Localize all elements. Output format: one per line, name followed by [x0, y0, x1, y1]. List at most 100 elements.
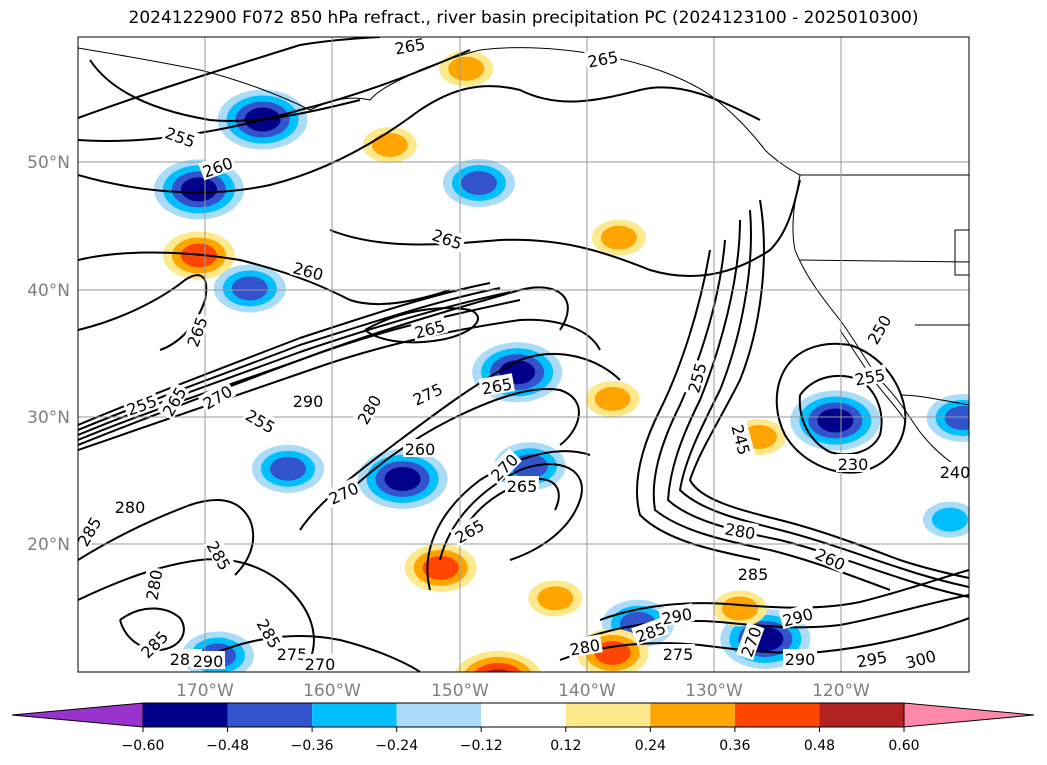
- longitude-label: 160°W: [303, 681, 361, 701]
- contour-label-bg: [78, 511, 105, 551]
- coastline-alaska-gulf: [479, 47, 801, 176]
- anomaly-shade: [944, 406, 969, 430]
- contour-line: [775, 342, 907, 474]
- anomaly-shade: [384, 466, 421, 491]
- contour-line: [426, 450, 591, 591]
- border-state: [954, 229, 969, 276]
- contour-line: [652, 239, 891, 591]
- contour-label-bg: [191, 651, 225, 669]
- longitude-label: 130°W: [685, 681, 743, 701]
- contour-label-bg: [113, 497, 147, 515]
- border-us-mexico: [899, 394, 969, 406]
- colorbar-swatch: [227, 703, 313, 727]
- contour-label-bg: [407, 377, 447, 409]
- contour-label-bg: [323, 476, 363, 508]
- contour-line: [78, 251, 451, 306]
- contour-label: 260: [405, 440, 436, 459]
- anomaly-shade: [474, 662, 522, 672]
- colorbar-swatch: [481, 703, 566, 727]
- colorbar: −0.60 −0.48 −0.36 −0.24 −0.12 0.12 0.24 0.36 0.4…: [11, 702, 1035, 754]
- contour-line: [78, 499, 255, 576]
- contour-label-group: 265: [156, 381, 190, 421]
- latitude-labels: 50°N 40°N 30°N 20°N: [27, 153, 70, 555]
- colorbar-tick-label: −0.36: [291, 738, 334, 754]
- anomaly-shade: [270, 456, 307, 481]
- contour-line: [78, 85, 761, 194]
- contour-label-bg: [135, 625, 172, 662]
- contour-label-bg: [253, 613, 287, 653]
- colorbar-tick-label: 0.12: [550, 738, 581, 754]
- contour-label-bg: [836, 454, 870, 472]
- colorbar-swatch: [565, 703, 651, 727]
- anomaly-shade: [422, 555, 459, 580]
- anomaly-patch: [712, 590, 767, 627]
- contour-line: [78, 299, 521, 441]
- anomaly-patch: [213, 264, 286, 313]
- map-frame: [77, 36, 970, 673]
- contour-label-bg: [197, 379, 237, 413]
- contour-label-bg: [722, 518, 759, 542]
- contour-label: 230: [838, 455, 869, 474]
- contour-label-bg: [851, 364, 888, 388]
- anomaly-patch: [252, 444, 325, 493]
- contour-label-group: 230: [836, 454, 870, 474]
- contour-label-bg: [728, 420, 756, 459]
- latitude-label: 40°N: [27, 281, 70, 301]
- contour-label-bg: [391, 37, 428, 57]
- anomaly-patch: [404, 543, 477, 592]
- figure-title: 2024122900 F072 850 hPa refract., river …: [128, 8, 919, 28]
- contour-line: [119, 607, 185, 651]
- colorbar-tick-label: −0.48: [206, 738, 249, 754]
- colorbar-tick-label: 0.36: [719, 738, 750, 754]
- contour-label-group: 265: [584, 46, 621, 72]
- contour-line: [679, 209, 969, 588]
- anomaly-shade: [594, 640, 631, 665]
- contour-line: [89, 59, 361, 122]
- anomaly-patch: [153, 159, 244, 220]
- contour-label: 290: [785, 650, 816, 669]
- latitude-label: 20°N: [27, 535, 70, 555]
- longitude-label: 140°W: [558, 681, 616, 701]
- colorbar-tick-label: 0.60: [888, 738, 919, 754]
- contour-label: 280: [115, 498, 146, 517]
- longitude-label: 170°W: [176, 681, 234, 701]
- contour-label-bg: [449, 513, 489, 547]
- contour-label-group: 285: [736, 564, 770, 584]
- contour-line: [199, 635, 421, 672]
- anomaly-patch: [926, 394, 969, 442]
- contour-label-bg: [241, 403, 281, 437]
- contour-label-bg: [505, 476, 539, 494]
- contour-label-bg: [853, 646, 890, 670]
- contour-label-bg: [566, 634, 603, 658]
- colorbar-outline: [142, 702, 905, 728]
- contour-line: [635, 249, 761, 561]
- anomaly-shade: [931, 507, 968, 532]
- contour-label-bg: [661, 644, 695, 662]
- contour-label-group: 265: [391, 37, 428, 59]
- colorbar-tick-labels: −0.60 −0.48 −0.36 −0.24 −0.12 0.12 0.24 0.36 0.4…: [122, 727, 920, 754]
- contour-label-bg: [403, 439, 437, 457]
- contour-line: [689, 199, 969, 579]
- colorbar-tick-label: −0.60: [122, 738, 165, 754]
- anomaly-patch: [585, 380, 640, 417]
- colorbar-under-extension: [11, 702, 144, 728]
- anomaly-patch: [455, 650, 542, 672]
- contour-label-bg: [161, 121, 200, 151]
- contour-label: 240: [940, 463, 971, 482]
- colorbar-swatch: [650, 703, 735, 727]
- contour-line: [339, 388, 580, 501]
- contour-label-group: 265: [505, 476, 539, 496]
- contour-label-bg: [428, 223, 467, 253]
- contour-label-bg: [156, 381, 190, 421]
- contour-label-bg: [783, 649, 817, 667]
- contour-label-group: 290: [783, 649, 817, 669]
- colorbar-swatch: [819, 703, 904, 727]
- contour-label-bg: [778, 602, 817, 630]
- contour-label-group: 290: [291, 391, 325, 411]
- contour-label-group: 290: [191, 651, 225, 671]
- colorbar-swatch: [734, 703, 820, 727]
- contour-label-bg: [682, 358, 710, 397]
- contour-label-group: 240: [938, 462, 971, 482]
